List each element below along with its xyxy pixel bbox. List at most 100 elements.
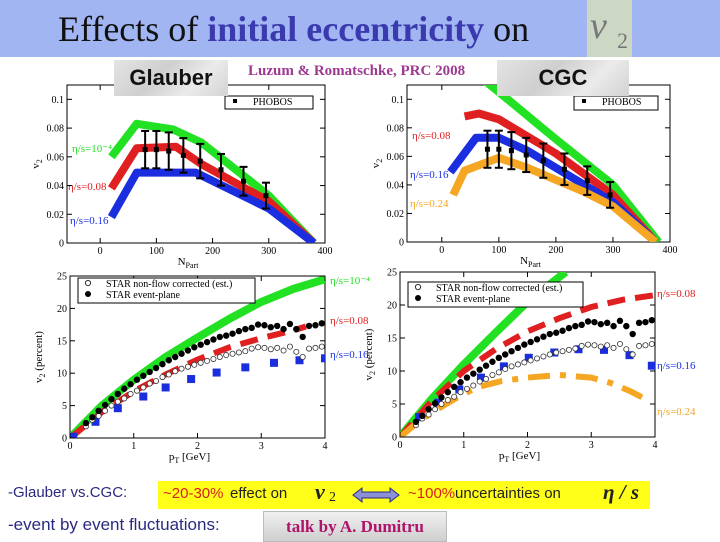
curve-band [107, 168, 317, 243]
title-text-on: on [484, 9, 530, 49]
data-point [280, 347, 287, 354]
data-point [432, 406, 439, 413]
data-point [533, 336, 541, 343]
x-axis-label-sub: T [174, 456, 179, 465]
x-tick-label: 300 [261, 246, 276, 257]
legend: STAR non-flow corrected (est.)STAR event… [407, 281, 584, 308]
y-axis-label-sub: 2 [375, 159, 384, 163]
data-point [635, 319, 643, 327]
y-axis-label-main: v [33, 377, 45, 383]
data-point [502, 366, 509, 373]
data-point [91, 417, 100, 426]
data-point [166, 148, 172, 154]
y-axis-label-main: v [370, 162, 382, 168]
data-point [178, 350, 185, 357]
data-point [470, 382, 477, 389]
x-axis-label-main: N [520, 255, 528, 267]
curve-label: η/s=10⁻⁴ [72, 143, 112, 155]
data-point [546, 351, 553, 358]
data-point [584, 178, 590, 184]
curve-dashed [400, 292, 655, 437]
data-point [89, 414, 96, 421]
data-point [483, 375, 490, 382]
data-point [585, 341, 592, 348]
data-point [242, 348, 249, 355]
data-point [540, 353, 547, 360]
data-point [419, 412, 426, 420]
legend-marker-square [582, 99, 586, 103]
curve-label: η/s=0.16 [410, 169, 449, 181]
data-point [263, 193, 269, 199]
y-axis-label-main: v [30, 163, 42, 169]
y-tick-label: 0.06 [387, 152, 405, 163]
y-tick-label: 5 [392, 400, 397, 411]
data-point [165, 357, 173, 364]
data-point [604, 342, 611, 349]
data-point [321, 354, 325, 363]
y-axis-label-sub: 2 [35, 159, 44, 163]
data-point [210, 355, 217, 362]
series-star-non-flow-corrected-est- [82, 343, 325, 430]
y-tick-label: 0.02 [47, 210, 65, 221]
data-point [197, 341, 204, 348]
data-point [463, 374, 471, 381]
data-point [223, 352, 230, 359]
data-point [574, 345, 583, 354]
data-point [180, 152, 186, 158]
data-layer [107, 119, 317, 243]
data-point [286, 320, 294, 328]
title-text: Effects of [58, 9, 208, 49]
x-tick-label: 400 [318, 246, 333, 257]
x-axis-label-main: N [178, 256, 186, 268]
y-tick-label: 0.1 [52, 95, 65, 106]
curve-dashed [70, 323, 307, 438]
title-highlight: initial eccentricity [207, 9, 485, 49]
data-point [261, 344, 268, 351]
data-point [457, 379, 464, 386]
data-point [527, 357, 534, 364]
y-axis-label-sub: 2 [368, 371, 377, 375]
curve-band [463, 109, 659, 242]
data-point [561, 166, 567, 172]
chart-1: η/s=0.08 η/s=0.16 η/s=0.24 0 100 200 300 400 0 0.… [370, 84, 678, 269]
data-point [451, 393, 458, 400]
legend-marker-open [414, 283, 422, 291]
y-tick-label: 10 [387, 367, 397, 378]
y-tick-label: 0.1 [392, 95, 405, 106]
y-tick-label: 0.02 [387, 209, 405, 220]
y-tick-label: 15 [387, 334, 397, 345]
data-point [489, 371, 496, 378]
x-tick-label: 2 [525, 440, 530, 451]
curve-band [108, 142, 317, 243]
series--s-0-08 [108, 142, 317, 243]
x-tick-label: 0 [398, 440, 403, 451]
y-tick-label: 20 [57, 304, 67, 315]
data-point [133, 387, 140, 394]
data-point [642, 342, 649, 349]
data-point [267, 346, 274, 353]
data-point [412, 418, 420, 426]
data-point [476, 366, 483, 373]
data-point [476, 373, 485, 382]
data-point [318, 343, 325, 350]
data-point [113, 404, 122, 413]
x-tick-label: 0 [439, 245, 444, 256]
legend-marker-filled [85, 291, 91, 297]
y-axis-label-unit: (percent) [363, 328, 375, 371]
data-point [293, 325, 300, 333]
y-axis-label-sub: 2 [38, 373, 47, 377]
data-point [165, 371, 172, 378]
x-axis-label-sub: T [504, 455, 509, 464]
data-point [273, 322, 281, 330]
data-point [642, 318, 649, 326]
data-point [546, 330, 554, 338]
x-axis-label-sub: Part [528, 260, 542, 269]
series--s-0-24 [400, 371, 650, 437]
data-point [306, 345, 313, 352]
data-point [114, 398, 121, 405]
talk-link-button[interactable]: talk by A. Dumitru [263, 511, 447, 542]
data-point [172, 368, 179, 375]
legend-box [224, 95, 314, 110]
uncertainty-percent: ~100% [408, 485, 456, 502]
data-layer [70, 276, 325, 438]
